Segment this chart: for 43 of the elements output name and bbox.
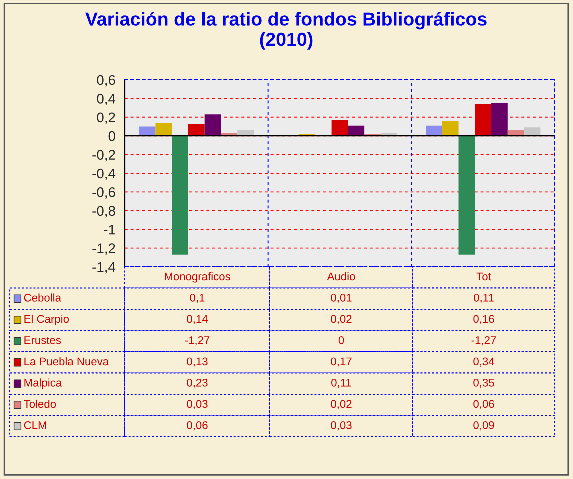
legend-label: Cebolla [24, 294, 62, 302]
data-label: -1,27 [472, 336, 496, 346]
legend-label: La Puebla Nueva [24, 357, 110, 366]
y-tick-label: -0,8 [92, 206, 116, 218]
chart-title: Variación de la ratio de fondos Bibliográficos (2010) [86, 12, 487, 50]
y-tick-label: 0 [108, 131, 116, 142]
data-label: 0,09 [474, 421, 494, 431]
data-label: 0,35 [474, 378, 494, 388]
data-label: 0,17 [331, 358, 352, 367]
data-label: 0,1 [190, 294, 205, 304]
legend-label: CLM [24, 421, 46, 430]
y-tick-label: 0,4 [97, 94, 116, 106]
legend-label: Erustes [24, 336, 62, 344]
x-tick-label: Monograficos [165, 272, 230, 283]
y-tick-label: -1,4 [92, 262, 116, 274]
y-tick-label: 0,6 [97, 75, 116, 87]
data-label: 0,13 [187, 358, 208, 367]
data-label: 0 [338, 336, 344, 344]
legend-label: Malpica [24, 378, 62, 390]
data-label: 0,03 [331, 421, 352, 431]
data-label: 0,06 [187, 421, 208, 431]
y-tick-label: -1,2 [92, 244, 116, 256]
x-tick-label: Tot [476, 272, 492, 281]
data-label: 0,14 [187, 315, 208, 324]
data-label: 0,11 [332, 378, 352, 388]
legend-label: Toledo [24, 400, 56, 408]
data-label: 0,11 [474, 294, 494, 304]
y-tick-label: -0,4 [92, 168, 116, 180]
x-tick-label: Audio [327, 272, 356, 281]
data-label: 0,01 [331, 294, 352, 304]
y-tick-label: 0,2 [97, 112, 116, 124]
data-label: 0,02 [331, 315, 352, 324]
data-label: 0,23 [187, 378, 208, 388]
y-tick-label: -0,2 [92, 150, 116, 162]
y-tick-label: -0,6 [92, 188, 116, 200]
data-label: 0,02 [331, 400, 352, 410]
data-label: 0,06 [474, 400, 494, 410]
legend-label: El Carpio [24, 314, 70, 326]
data-label: -1,27 [185, 336, 210, 346]
data-label: 0,16 [474, 315, 494, 324]
y-tick-label: -1 [104, 225, 116, 235]
data-label: 0,34 [474, 358, 494, 367]
data-label: 0,03 [187, 400, 208, 410]
